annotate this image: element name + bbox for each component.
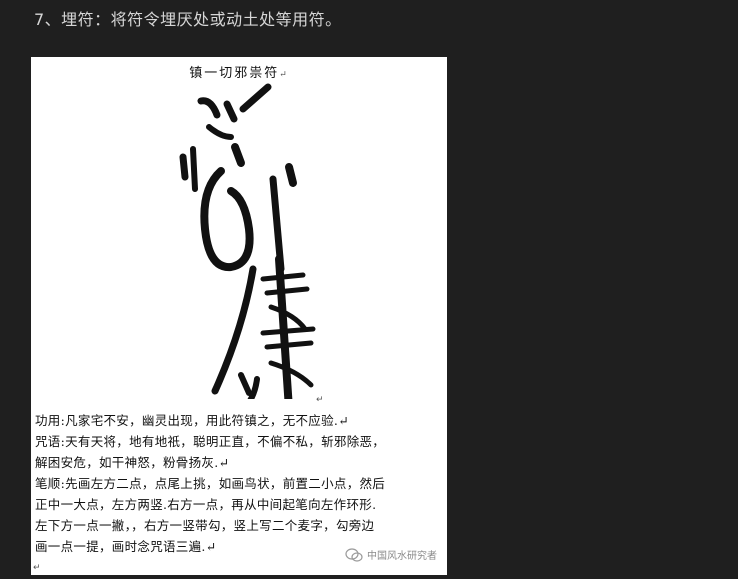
body-line: 笔顺:先画左方二点，点尾上挑，如画鸟状，前置二小点，然后 — [35, 476, 386, 491]
stroke-bottom-dot — [238, 372, 252, 396]
stroke-long-sweep — [211, 265, 257, 395]
watermark-text: 中国风水研究者 — [367, 551, 437, 562]
title-para-mark: ↵ — [279, 70, 289, 80]
stroke-mai-1c — [268, 304, 308, 332]
body-line: 画一点一提，画时念咒语三遍.↵ — [35, 539, 217, 554]
stroke-left-vert-2 — [190, 146, 198, 192]
stroke-bottom-left — [247, 376, 260, 399]
stroke-mai-1a — [260, 272, 306, 282]
body-line: 功用:凡家宅不安，幽灵出现，用此符镇之，无不应验.↵ — [35, 413, 349, 428]
body-line: 咒语:天有天将，地有地祇，聪明正直，不偏不私，斩邪除恶， — [35, 434, 386, 449]
document-body: 功用:凡家宅不安，幽灵出现，用此符镇之，无不应验.↵ 咒语:天有天将，地有地祇，… — [35, 410, 447, 557]
stroke-mai-1b — [264, 286, 310, 296]
stroke-main-vertical — [275, 255, 293, 399]
stroke-small-1 — [206, 124, 234, 140]
section-heading: 7、埋符：将符令埋厌处或动土处等用符。 — [34, 10, 342, 29]
drawing-para-mark: ↵ — [316, 395, 324, 405]
stroke-left-vert — [179, 153, 189, 181]
body-line: 左下方一点一撇，，右方一竖带勾，竖上写二个麦字，勾旁边 — [35, 518, 375, 533]
stroke-right-dot — [285, 163, 297, 187]
body-line: 正中一大点，左方两竖.右方一点，再从中间起笔向左作环形. — [35, 497, 377, 512]
talisman-drawing — [179, 83, 316, 399]
end-para-mark: ↵ — [33, 563, 41, 573]
stroke-dot-2 — [231, 143, 245, 167]
stroke-top-right — [239, 83, 272, 113]
wechat-icon — [345, 547, 363, 562]
stroke-right-vert — [269, 175, 285, 273]
talisman-document: 镇一切邪祟符↵ — [31, 57, 447, 575]
stroke-mai-2c — [268, 360, 314, 388]
stroke-loop — [200, 167, 254, 272]
document-title: 镇一切邪祟符↵ — [31, 62, 447, 81]
stroke-mai-2b — [264, 340, 314, 350]
watermark: 中国风水研究者 — [345, 547, 437, 562]
document-title-text: 镇一切邪祟符 — [189, 66, 280, 81]
stroke-dot-1 — [223, 100, 238, 123]
body-line: 解困安危，如干神怒，粉骨扬灰.↵ — [35, 455, 230, 470]
stroke-mai-2a — [260, 326, 316, 336]
stroke-top-left — [197, 97, 221, 119]
